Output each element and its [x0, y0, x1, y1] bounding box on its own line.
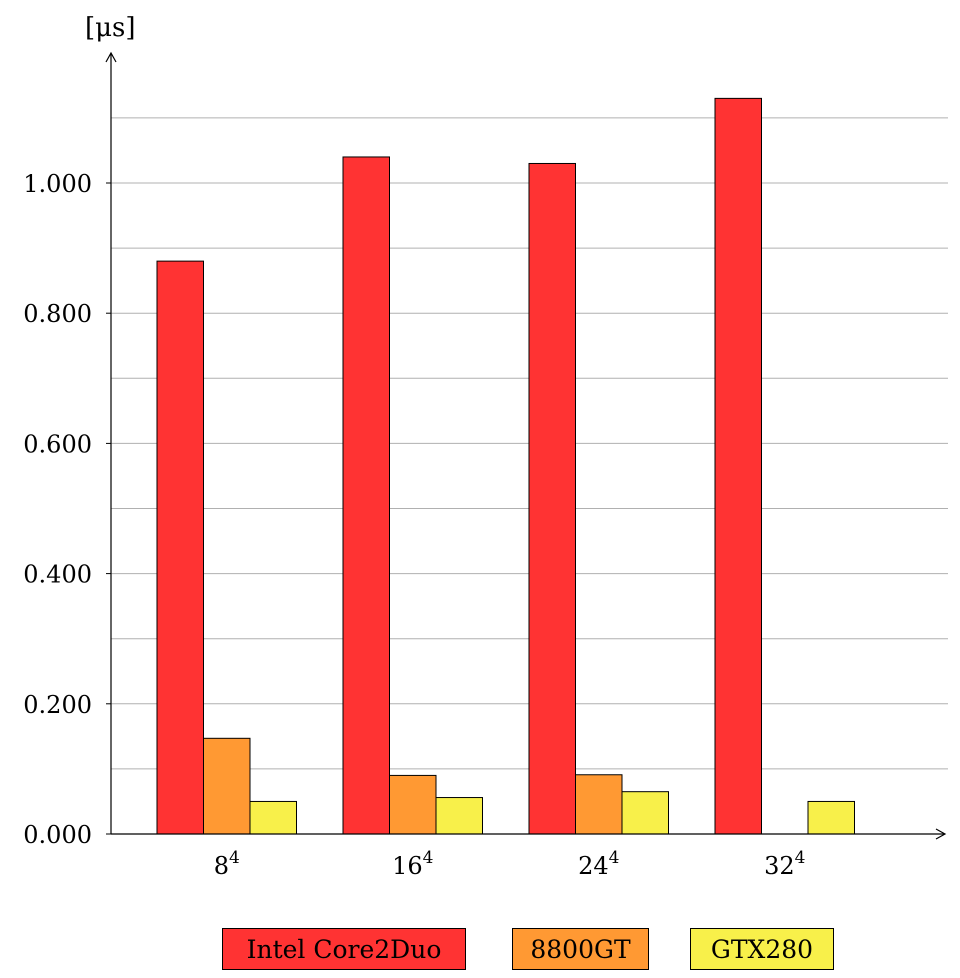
legend: Intel Core2Duo 8800GT GTX280: [0, 928, 960, 974]
x-tick-labels: 84 164 244 324: [214, 848, 806, 880]
bar-8800gt-16: [389, 774, 437, 835]
legend-item-8800gt: 8800GT: [512, 928, 649, 970]
y-tick-label: 0.600: [23, 430, 92, 458]
y-axis-arrow: [105, 51, 117, 63]
x-axis-arrow: [935, 828, 947, 840]
y-tick-labels: 0.000 0.200 0.400 0.600 0.800 1.000: [23, 170, 111, 849]
bar-intel-core2duo-24: [528, 162, 576, 835]
axes: [105, 51, 947, 840]
bar-gtx280-32: [807, 800, 855, 835]
y-tick-label: 0.800: [23, 300, 92, 328]
y-tick-label: 1.000: [23, 170, 92, 198]
x-tick-label: 244: [578, 848, 619, 880]
bar-8800gt-24: [575, 774, 623, 835]
bar-intel-core2duo-8: [156, 260, 204, 835]
x-tick-label: 164: [392, 848, 433, 880]
bar-gtx280-8: [249, 800, 297, 835]
bar-gtx280-16: [435, 797, 483, 835]
bar-intel-core2duo-32: [714, 97, 762, 835]
y-axis-unit-label: [μs]: [85, 13, 136, 43]
y-tick-label: 0.000: [23, 821, 92, 849]
bars-group: [156, 97, 855, 835]
legend-item-intel-core2duo: Intel Core2Duo: [222, 928, 466, 970]
bar-intel-core2duo-16: [342, 156, 390, 835]
y-tick-label: 0.200: [23, 691, 92, 719]
legend-item-gtx280: GTX280: [690, 928, 834, 970]
bar-chart: 0.000 0.200 0.400 0.600 0.800 1.000 84 164 244 3…: [23, 13, 948, 880]
bar-gtx280-24: [621, 791, 669, 835]
x-tick-label: 324: [764, 848, 805, 880]
y-tick-label: 0.400: [23, 561, 92, 589]
x-tick-label: 84: [214, 848, 240, 880]
bar-8800gt-8: [203, 737, 251, 835]
